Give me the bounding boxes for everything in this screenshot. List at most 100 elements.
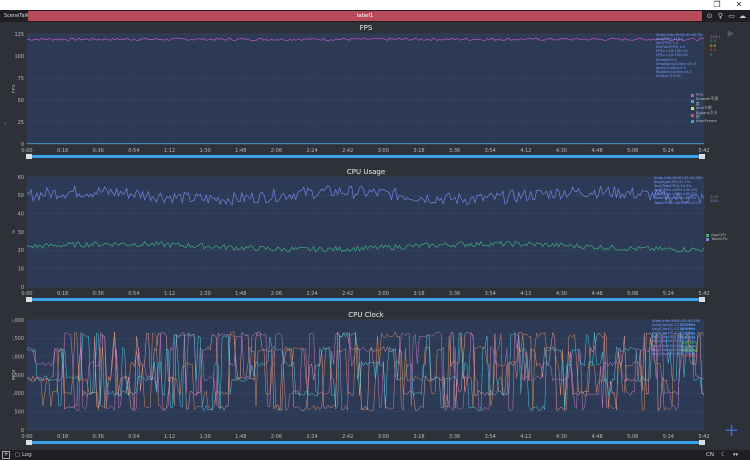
cpu-clock-line-0 <box>26 331 705 412</box>
close-button[interactable]: ✕ <box>735 0 743 9</box>
x-tick-label: 3:18 <box>413 291 424 297</box>
play-icon[interactable]: ▶ <box>727 29 735 39</box>
theme-moon-icon[interactable]: ☾ <box>721 451 727 458</box>
x-tick-label: 0:00 <box>21 291 32 297</box>
y-tick-label: 25 <box>18 120 24 126</box>
x-tick-label: 4:12 <box>520 291 531 297</box>
legend-label: InterFrame <box>696 118 717 124</box>
x-tick-label: 2:06 <box>271 291 282 297</box>
x-tick-label: 4:48 <box>591 291 602 297</box>
add-button[interactable]: + <box>2 451 10 459</box>
cpu-clock-line-2 <box>26 331 705 412</box>
scroll-handle-left[interactable] <box>26 440 32 445</box>
bottom-bar: + ▢ Log CN ☾ ▾▾ <box>0 450 750 460</box>
pin-icon[interactable]: ⊙ <box>706 12 713 20</box>
legend-item[interactable]: InterFrame <box>691 119 720 123</box>
scroll-handle-right[interactable] <box>699 297 705 302</box>
y-tick-label: 2,000 <box>12 354 24 360</box>
side-value: 1900MHz <box>680 352 698 358</box>
log-label: Log <box>21 452 32 458</box>
x-tick-label: 4:30 <box>556 148 567 154</box>
legend-item[interactable]: AppCPU <box>706 232 728 237</box>
scroll-handle-right[interactable] <box>699 154 705 159</box>
side-value: 0.0 <box>710 47 717 53</box>
time-scrollbar[interactable] <box>27 441 704 444</box>
y-tick-label: 3,000 <box>12 318 24 324</box>
label-tab[interactable]: label1 <box>28 11 702 21</box>
legend-item[interactable]: BigJank大卡顿 <box>691 109 720 120</box>
side-value: 48% <box>710 198 719 204</box>
scroll-handle-left[interactable] <box>26 154 32 159</box>
chart-title: CPU Usage <box>346 168 386 176</box>
x-tick-label: 4:12 <box>520 148 531 154</box>
y-tick-label: 125 <box>14 32 24 38</box>
cpu-clock-plot[interactable]: 3,000 2,500 2,000 1,500 1,000 500 00:00 0:18 0:3… <box>12 308 720 450</box>
x-tick-label: 1:12 <box>164 434 175 440</box>
y-axis-label: FPS <box>12 84 17 93</box>
legend-label: BigJank大卡顿 <box>695 109 718 120</box>
legend-swatch <box>706 233 709 237</box>
x-tick-label: 2:42 <box>342 434 353 440</box>
maximize-button[interactable]: ❐ <box>713 0 721 9</box>
legend-swatch <box>691 113 694 117</box>
x-tick-label: 1:30 <box>200 291 211 297</box>
right-strip <box>720 22 750 450</box>
y-tick-label: 1,500 <box>12 373 24 379</box>
scroll-handle-right[interactable] <box>699 440 705 445</box>
y-tick-label: 30 <box>18 230 24 236</box>
legend-item[interactable]: TotalCPU <box>706 236 728 242</box>
log-tab[interactable]: ▢ Log <box>15 452 32 458</box>
y-tick-label: 75 <box>18 76 24 82</box>
x-tick-label: 4:48 <box>591 148 602 154</box>
x-tick-label: 5:24 <box>663 291 674 297</box>
x-tick-label: 3:00 <box>378 434 389 440</box>
y-tick-label: 1,000 <box>12 391 24 397</box>
cpu-clock-line-1 <box>26 331 705 412</box>
legend-label: TotalCPU <box>711 236 728 242</box>
cpu-clock-line-3 <box>26 331 705 412</box>
x-tick-label: 5:06 <box>627 434 638 440</box>
x-tick-label: 0:36 <box>93 148 104 154</box>
side-values: 21% 48% <box>710 194 719 204</box>
cloud-icon[interactable]: ☁ <box>739 12 746 20</box>
cpu-usage-plot[interactable]: 60 50 40 30 20 10 00:00 0:18 0:36 0:54 1:12 1:30 1:4… <box>12 165 720 307</box>
legend-label: FPS <box>696 92 703 97</box>
x-tick-label: 3:36 <box>449 291 460 297</box>
window-controls: ❐ ✕ <box>706 0 750 10</box>
y-tick-label: 500 <box>14 409 24 415</box>
folder-icon[interactable]: ▭ <box>728 12 735 20</box>
add-icon[interactable]: + <box>724 420 740 441</box>
app-cpu-line <box>26 240 705 253</box>
chart-title: FPS <box>359 24 373 32</box>
x-tick-label: 0:54 <box>128 291 139 297</box>
y-tick-label: 40 <box>18 211 24 217</box>
time-scrollbar[interactable] <box>27 298 704 301</box>
legend-item[interactable]: FPS <box>691 92 720 97</box>
x-tick-label: 2:24 <box>306 148 317 154</box>
legend-swatch <box>706 238 709 242</box>
x-tick-label: 2:06 <box>271 434 282 440</box>
x-tick-label: 4:30 <box>556 434 567 440</box>
scroll-handle-left[interactable] <box>26 297 32 302</box>
legend-swatch <box>691 106 694 110</box>
cpu-clock-chart: CPU Clock 3,0002,5002,0001,5001,00050000… <box>12 308 720 450</box>
stats-box: Stats Info:00:00-05:42.00 Avg(FPS):118.4… <box>656 33 703 78</box>
time-scrollbar[interactable] <box>27 155 704 158</box>
side-value: 0.0 <box>710 42 717 48</box>
collapse-arrow-icon[interactable]: ‹ <box>4 120 7 127</box>
bulb-icon[interactable]: ♀ <box>717 12 724 20</box>
x-tick-label: 2:42 <box>342 148 353 154</box>
legend-item[interactable]: Jank卡顿 <box>691 105 720 110</box>
legend-item[interactable]: Smooth平滑度 <box>691 97 720 106</box>
side-value: 300MHz <box>680 326 696 332</box>
x-tick-label: 3:18 <box>413 148 424 154</box>
y-tick-label: 0 <box>21 142 24 148</box>
x-tick-label: 2:42 <box>342 291 353 297</box>
side-value: 1800MHz <box>680 348 698 354</box>
expand-icon[interactable]: ▾▾ <box>733 452 739 458</box>
x-tick-label: 1:48 <box>235 434 246 440</box>
language-button[interactable]: CN <box>706 452 714 458</box>
stats-box: Stats Info:00:00-05:42.000 Avg(AppCPU):2… <box>654 176 703 205</box>
app-name: SceneTalk <box>4 13 29 19</box>
